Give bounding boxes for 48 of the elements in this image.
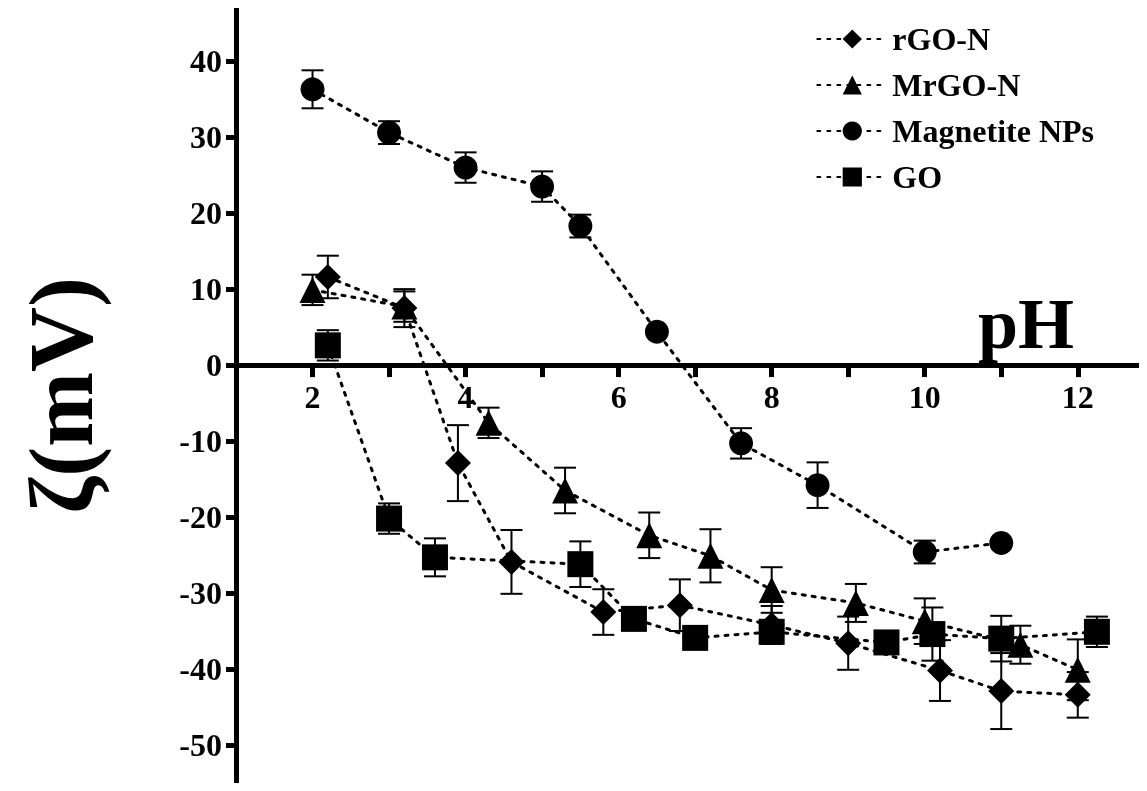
point [644,319,669,344]
point [636,522,663,549]
point [805,473,830,498]
y-tick-label: -40 [179,651,222,688]
y-tick-label: -30 [179,575,222,612]
point [927,657,954,684]
point [498,548,525,575]
point [314,263,341,290]
point [988,678,1015,705]
legend-label: GO [892,159,943,195]
point [873,629,900,656]
y-tick-label: -50 [179,727,222,764]
y-tick-label: -20 [179,499,222,536]
point [1064,681,1091,708]
legend-label: Magnetite NPs [892,113,1094,149]
point [444,450,471,477]
x-tick-label: 12 [1061,379,1094,416]
x-axis-title: pH [977,284,1074,365]
y-tick-label: 40 [190,43,222,80]
y-axis-title: ζ(mV) [11,276,112,515]
point [842,589,869,616]
point [552,477,579,504]
x-tick-label: 8 [763,379,780,416]
point [835,630,862,657]
x-tick-label: 6 [610,379,627,416]
y-tick-label: 20 [190,195,222,232]
point [988,625,1015,652]
legend-label: rGO-N [892,21,991,57]
point [300,77,325,102]
point [989,530,1014,555]
point [666,592,693,619]
x-tick-label: 10 [908,379,941,416]
legend-label: MrGO-N [892,67,1021,103]
y-tick-label: 0 [206,347,222,384]
y-tick-label: 10 [190,271,222,308]
point [590,599,617,626]
point [421,544,448,571]
point [567,551,594,578]
x-tick-label: 2 [304,379,321,416]
point [1007,631,1034,658]
y-tick-label: -10 [179,423,222,460]
point [758,577,785,604]
y-tick-label: 30 [190,119,222,156]
point [758,618,785,645]
point [620,605,647,632]
point [682,624,709,651]
point [1064,656,1091,683]
point [697,542,724,569]
